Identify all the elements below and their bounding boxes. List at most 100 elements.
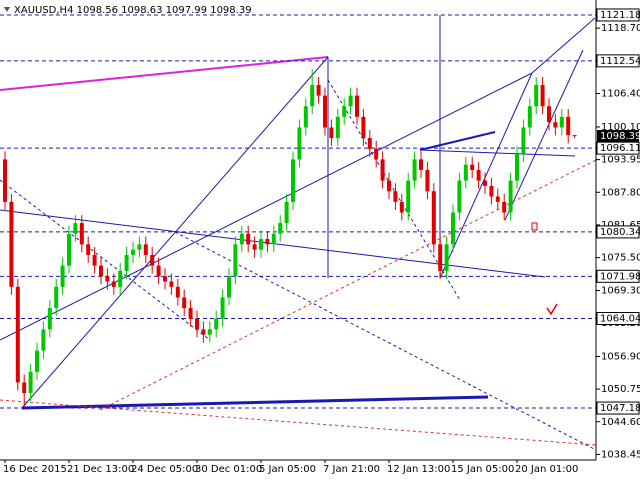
x-tick-label: 5 Jan 05:00 bbox=[259, 464, 316, 475]
x-tick-label: 12 Jan 13:00 bbox=[387, 464, 450, 475]
candle-body bbox=[527, 106, 532, 128]
candle-body bbox=[124, 254, 129, 271]
candle-body bbox=[163, 276, 167, 282]
x-tick-label: 30 Dec 01:00 bbox=[195, 464, 262, 475]
y-tick-label: 1050.75 bbox=[601, 384, 640, 395]
candle-body bbox=[220, 297, 225, 319]
x-tick-label: 16 Dec 2015 bbox=[3, 464, 67, 475]
drawings bbox=[0, 15, 597, 451]
candle-body bbox=[252, 244, 257, 250]
candle-body bbox=[156, 265, 161, 277]
candle-body bbox=[99, 265, 103, 277]
x-tick-label: 15 Jan 05:00 bbox=[451, 464, 514, 475]
candle-body bbox=[348, 95, 353, 107]
chart-title: XAUUSD,H4 1098.56 1098.63 1097.99 1098.3… bbox=[14, 5, 252, 16]
candle-body bbox=[438, 244, 443, 271]
candle-body bbox=[118, 270, 123, 287]
level-label: 1071.98 bbox=[600, 271, 640, 282]
candle-body bbox=[406, 180, 411, 213]
candle-body bbox=[476, 169, 481, 181]
x-tick-label: 20 Jan 01:00 bbox=[515, 464, 578, 475]
candle-body bbox=[444, 244, 449, 271]
candle-body bbox=[150, 254, 155, 266]
y-tick-label: 1100.10 bbox=[601, 122, 640, 133]
candle-body bbox=[291, 159, 295, 202]
candle-body bbox=[60, 265, 65, 287]
candle-body bbox=[316, 84, 321, 96]
candle-body bbox=[182, 297, 187, 309]
candle-body bbox=[303, 106, 308, 128]
level-tag bbox=[596, 141, 640, 155]
candle-body bbox=[515, 154, 519, 181]
y-tick-label: 1118.70 bbox=[601, 23, 640, 34]
candle-body bbox=[367, 138, 372, 149]
candle-body bbox=[3, 159, 7, 202]
level-label: 1080.34 bbox=[600, 227, 640, 238]
candle-body bbox=[566, 116, 571, 136]
candle-body bbox=[214, 318, 219, 330]
level-label: 1112.54 bbox=[600, 56, 640, 67]
candle-body bbox=[502, 201, 507, 213]
candle-body bbox=[412, 159, 417, 181]
candle-body bbox=[489, 185, 494, 197]
candle-body bbox=[47, 308, 52, 330]
x-tick-label: 7 Jan 21:00 bbox=[323, 464, 380, 475]
candle-body bbox=[188, 308, 193, 319]
candle-body bbox=[463, 164, 468, 181]
candle-body bbox=[131, 249, 135, 255]
candle-body bbox=[271, 233, 276, 245]
y-tick-label: 1087.80 bbox=[601, 187, 640, 198]
candle-body bbox=[374, 148, 379, 160]
candle-body bbox=[431, 191, 436, 245]
candle-body bbox=[451, 212, 455, 245]
candle-body bbox=[259, 239, 263, 250]
current-price-label: 1098.39 bbox=[600, 131, 640, 142]
candle-body bbox=[227, 276, 231, 298]
candle-body bbox=[380, 159, 385, 181]
levels bbox=[0, 14, 596, 409]
candle-body bbox=[92, 254, 97, 266]
y-tick-label: 1038.45 bbox=[601, 449, 640, 460]
y-tick-label: 1075.50 bbox=[601, 253, 640, 264]
candle-body bbox=[457, 180, 462, 213]
level-label: 1064.04 bbox=[600, 313, 640, 324]
candle-body bbox=[393, 191, 398, 202]
x-tick-label: 24 Dec 05:00 bbox=[131, 464, 198, 475]
candle-body bbox=[323, 95, 327, 128]
candle-body bbox=[540, 84, 545, 107]
candle-body bbox=[559, 116, 564, 128]
candle-body bbox=[105, 276, 110, 282]
candle-body bbox=[79, 223, 84, 245]
candle-body bbox=[195, 318, 199, 330]
level-label: 1047.18 bbox=[600, 403, 640, 414]
y-tick-label: 1044.60 bbox=[601, 417, 640, 428]
candle-body bbox=[41, 329, 46, 351]
candle-body bbox=[86, 244, 91, 255]
y-tick-label: 1106.40 bbox=[601, 88, 640, 99]
candle-body bbox=[111, 281, 116, 287]
candle-body bbox=[22, 382, 27, 394]
candle-body bbox=[355, 95, 359, 117]
candle-body bbox=[246, 233, 251, 245]
menu-icon[interactable] bbox=[4, 7, 10, 12]
candle-body bbox=[297, 127, 302, 160]
candle-body bbox=[342, 106, 347, 117]
y-tick-label: 1056.90 bbox=[601, 351, 640, 362]
candle-body bbox=[265, 239, 270, 245]
level-tag bbox=[596, 225, 640, 239]
candle-body bbox=[137, 244, 142, 250]
candle-body bbox=[233, 244, 238, 277]
candle-body bbox=[483, 180, 487, 186]
level-tag bbox=[596, 311, 640, 325]
level-label: 1096.11 bbox=[600, 143, 640, 154]
candle-body bbox=[425, 169, 430, 192]
level-label: 1121.18 bbox=[600, 10, 640, 21]
candle-body bbox=[534, 84, 539, 107]
candle-body bbox=[508, 180, 513, 213]
candle-body bbox=[28, 371, 33, 394]
candle-body bbox=[239, 233, 244, 245]
x-tick-label: 21 Dec 13:00 bbox=[67, 464, 134, 475]
candle-body bbox=[361, 116, 366, 139]
candle-body bbox=[419, 159, 423, 170]
